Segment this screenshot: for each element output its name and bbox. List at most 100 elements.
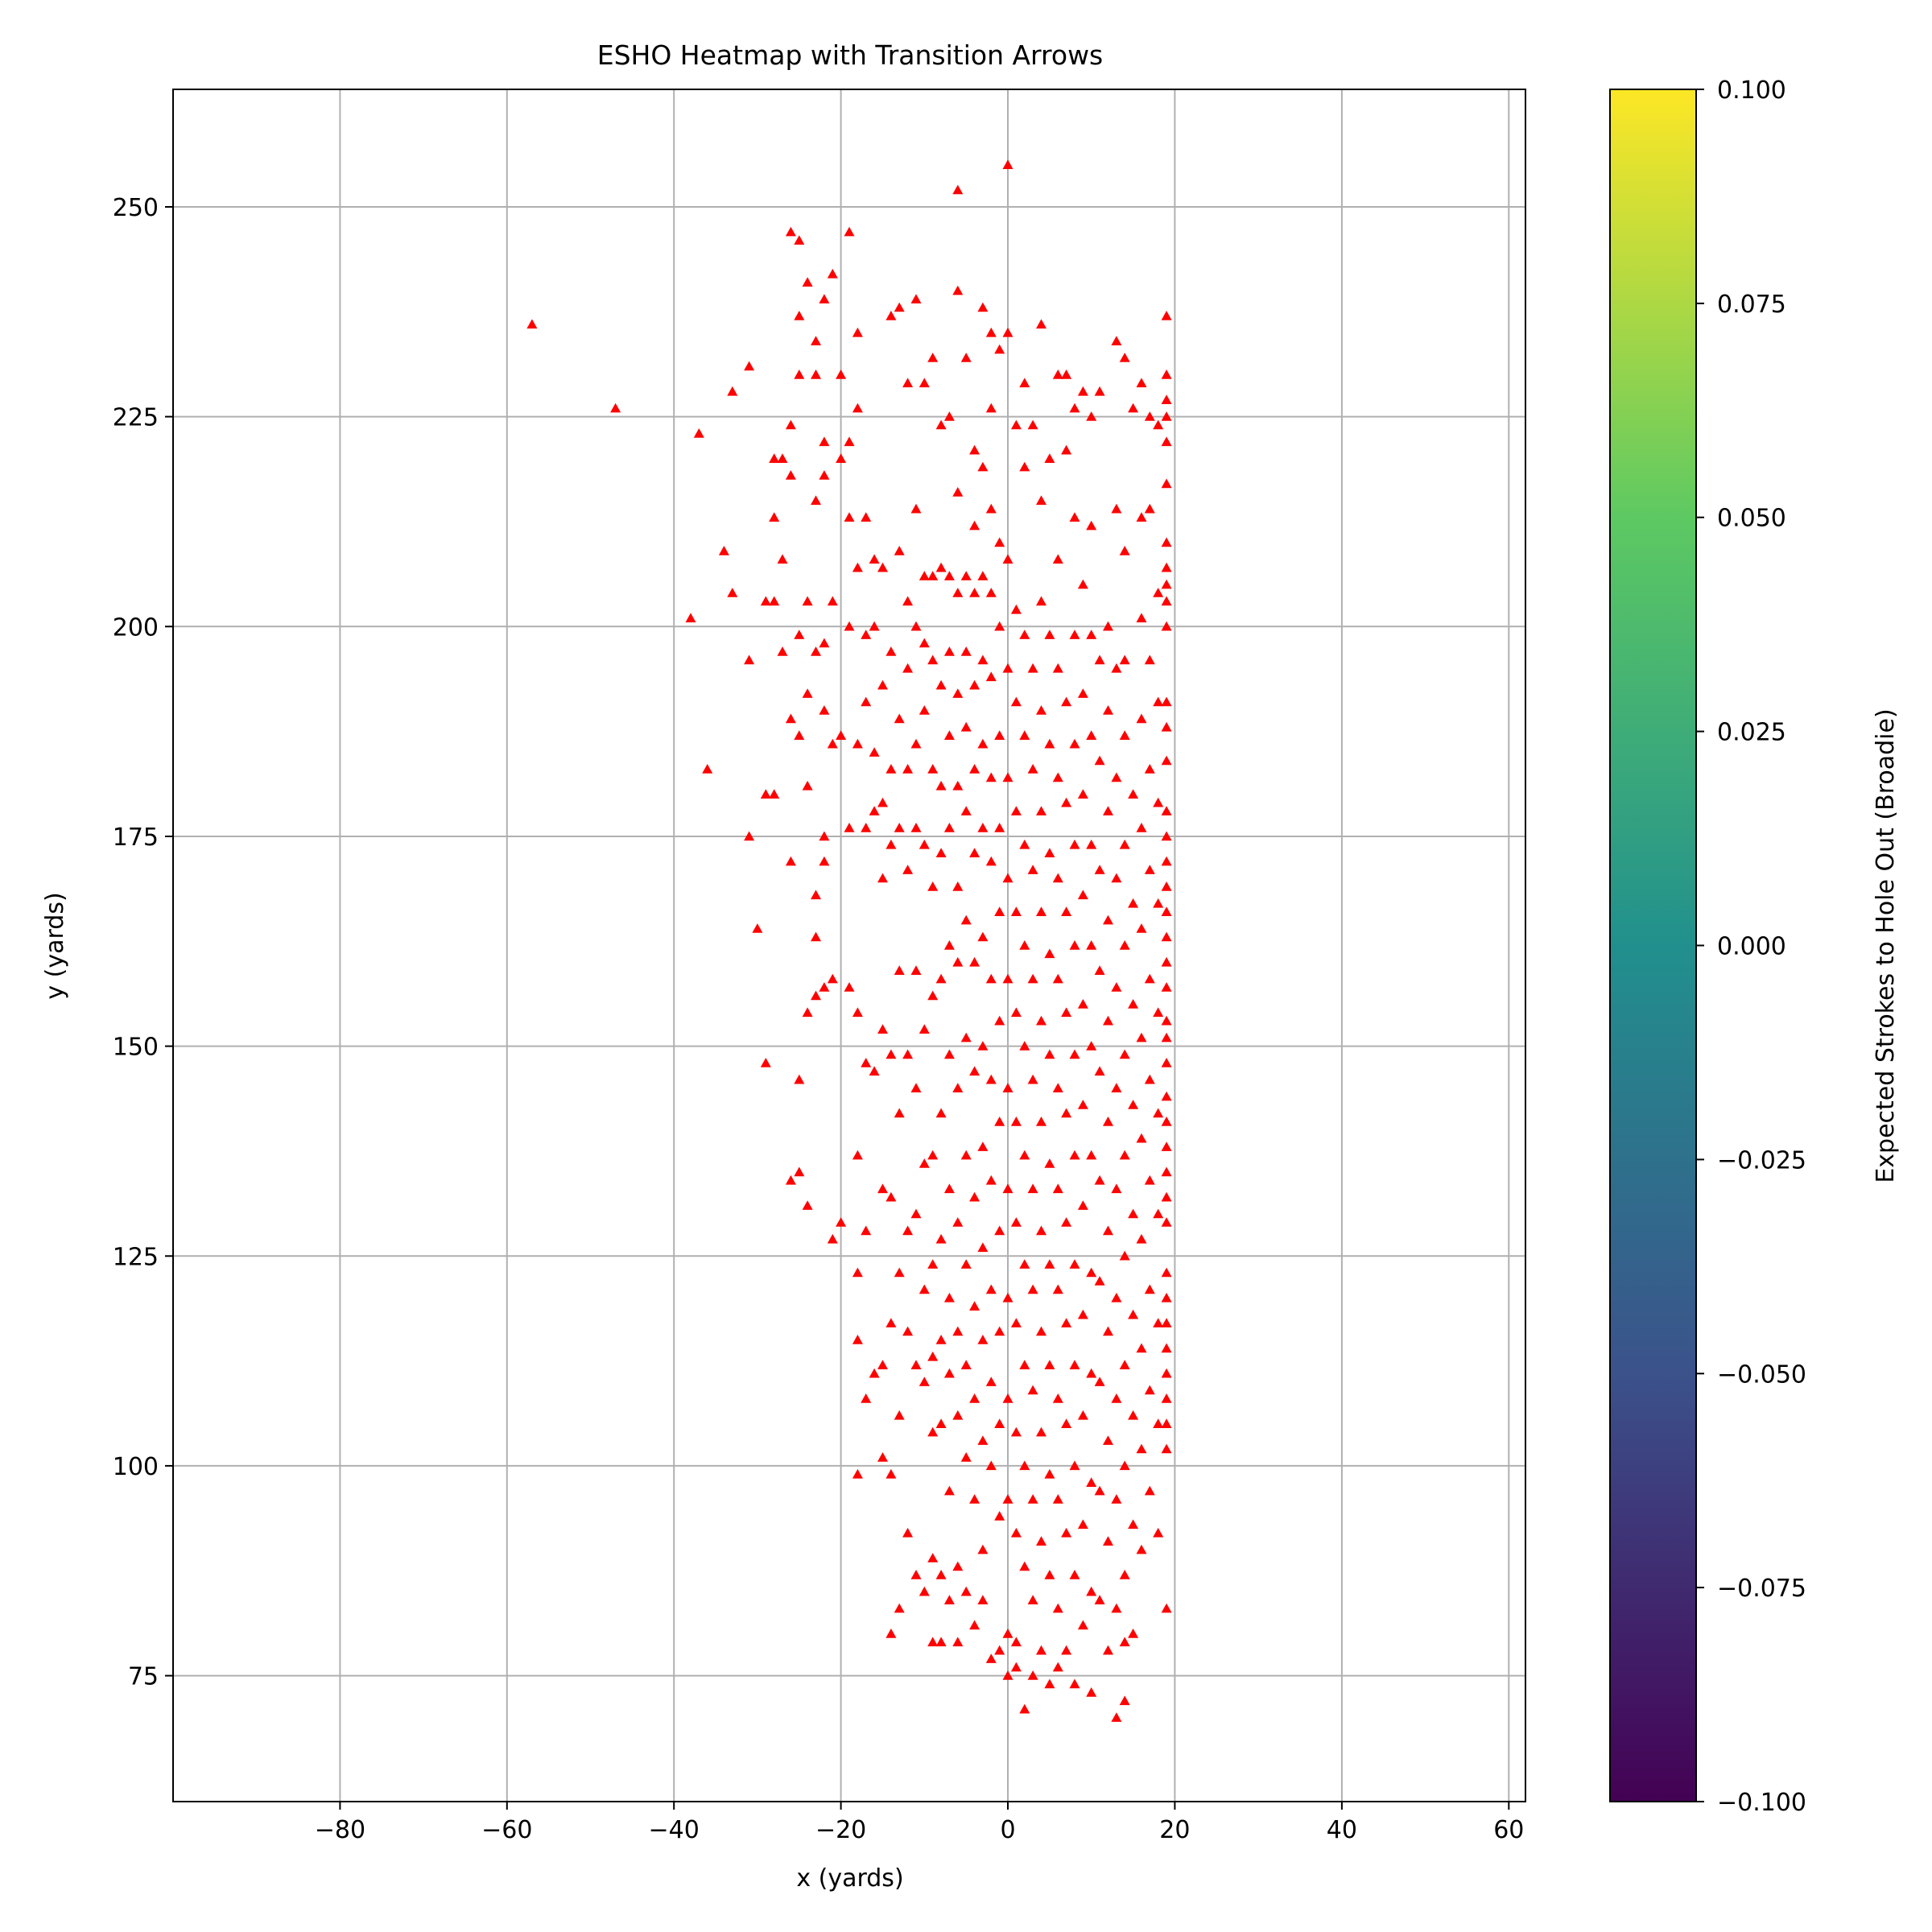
data-point (919, 638, 930, 648)
data-point (718, 546, 729, 555)
data-point (1010, 1637, 1022, 1647)
data-point (1077, 789, 1088, 799)
data-point (1144, 1485, 1155, 1496)
data-point (1144, 1074, 1155, 1084)
data-point (1019, 1259, 1030, 1269)
data-point (910, 1083, 922, 1092)
data-point (1019, 1360, 1030, 1369)
data-point (977, 823, 989, 832)
data-point (927, 353, 939, 362)
data-point (894, 302, 905, 312)
data-point (802, 688, 813, 698)
data-point (1136, 923, 1147, 933)
colorbar-tick-label: 0.100 (1717, 76, 1786, 105)
data-point (1144, 1284, 1155, 1294)
data-point (935, 1418, 947, 1428)
data-point (802, 780, 813, 791)
data-point (794, 311, 805, 320)
data-point (927, 1351, 939, 1361)
data-point (819, 831, 830, 841)
data-point (960, 571, 972, 580)
data-point (1027, 663, 1038, 673)
data-point (977, 1041, 989, 1051)
data-point (910, 294, 922, 303)
data-point (1027, 764, 1038, 774)
data-point (777, 554, 788, 564)
data-point (902, 663, 914, 673)
data-point (836, 453, 847, 463)
data-point (1044, 1468, 1055, 1479)
data-point (886, 1629, 897, 1638)
data-point (1052, 1083, 1063, 1092)
data-point (1161, 1015, 1172, 1026)
data-point (727, 386, 738, 396)
data-point (994, 621, 1005, 631)
data-point (1161, 755, 1172, 766)
data-point (919, 1024, 930, 1034)
data-point (1103, 705, 1113, 715)
data-point (969, 1066, 980, 1076)
data-point (894, 823, 905, 832)
data-point (910, 503, 922, 514)
data-point (1161, 881, 1172, 891)
data-point (1119, 1637, 1130, 1647)
data-point (1111, 982, 1122, 992)
data-point (1044, 1158, 1055, 1168)
data-point (1161, 1117, 1172, 1126)
data-point (1161, 1603, 1172, 1613)
data-point (927, 1426, 939, 1437)
data-point (777, 453, 788, 463)
data-point (1119, 1250, 1130, 1261)
data-point (811, 369, 821, 379)
data-point (1094, 1066, 1105, 1076)
data-point (1061, 369, 1072, 379)
data-point (952, 184, 964, 195)
data-point (1052, 1183, 1063, 1194)
y-axis-label: y (yards) (41, 892, 69, 999)
data-point (919, 378, 930, 388)
data-point (1144, 411, 1155, 421)
data-point (1161, 621, 1172, 631)
data-point (760, 1058, 771, 1067)
data-point (952, 1410, 964, 1420)
data-point (935, 848, 947, 857)
data-point (1052, 973, 1063, 984)
data-point (1136, 378, 1147, 388)
data-point (1019, 730, 1030, 740)
data-point (943, 1368, 955, 1378)
data-point (1061, 1007, 1072, 1018)
data-point (919, 571, 930, 580)
data-point (1161, 1141, 1172, 1151)
data-point (943, 823, 955, 832)
data-point (1128, 999, 1139, 1009)
data-point (1010, 1318, 1022, 1327)
data-point (960, 1452, 972, 1462)
data-point (952, 487, 964, 497)
data-point (1128, 402, 1139, 413)
data-point (1036, 495, 1046, 506)
data-point (1103, 806, 1113, 815)
data-point (1094, 1377, 1105, 1386)
data-point (1086, 730, 1097, 740)
data-point (1111, 1603, 1122, 1613)
data-point (1136, 1233, 1147, 1244)
data-point (969, 1620, 980, 1630)
data-point (1027, 1595, 1038, 1604)
data-point (1119, 1360, 1130, 1369)
data-point (960, 914, 972, 925)
data-point (927, 1553, 939, 1563)
data-point (977, 571, 989, 580)
data-point (852, 327, 863, 337)
data-point (1061, 1318, 1072, 1327)
data-point (1069, 1570, 1080, 1579)
data-point (1161, 1318, 1172, 1327)
data-point (1010, 1662, 1022, 1672)
data-point (1010, 1527, 1022, 1538)
data-point (1111, 1292, 1122, 1302)
data-point (1002, 159, 1013, 169)
data-point (1086, 1150, 1097, 1160)
data-point (852, 562, 863, 572)
data-point (802, 1200, 813, 1210)
data-point (811, 931, 821, 942)
data-point (877, 1024, 888, 1034)
